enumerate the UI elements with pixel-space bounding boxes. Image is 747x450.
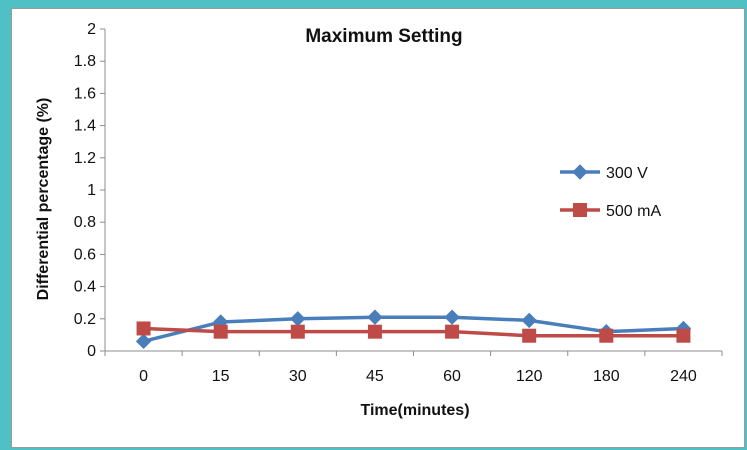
legend-swatch-marker	[573, 203, 587, 217]
y-tick-label: 2	[87, 21, 96, 38]
data-point	[290, 324, 305, 339]
line-chart: Maximum Setting Differential percentage …	[35, 21, 723, 419]
y-tick-label: 0	[87, 343, 96, 360]
data-point	[522, 328, 537, 343]
x-tick-label: 15	[212, 368, 230, 385]
data-point	[367, 309, 383, 325]
axes: 0 0.2 0.4 0.6 0.8 1 1.2 1.4 1.6 1.8 2 0 15 30 45 60 120 1…	[74, 21, 723, 385]
chart-frame: Maximum Setting Differential percentage …	[11, 8, 745, 448]
legend-item: 500 mA	[560, 203, 661, 220]
chart-title: Maximum Setting	[305, 26, 462, 47]
data-point	[676, 328, 691, 343]
x-tick-label: 0	[139, 368, 148, 385]
y-tick-label: 0.8	[74, 214, 96, 231]
series-line	[143, 315, 684, 344]
data-point	[290, 311, 306, 327]
y-tick-label: 1.2	[74, 150, 96, 167]
x-tick-label: 45	[366, 368, 384, 385]
series-layer	[135, 309, 692, 350]
legend: 300 V 500 mA	[560, 164, 661, 220]
y-tick-label: 1	[87, 182, 96, 199]
data-point	[213, 324, 228, 339]
data-point	[367, 324, 382, 339]
series-1	[135, 309, 692, 350]
x-axis-title: Time(minutes)	[360, 402, 469, 419]
data-point	[521, 312, 537, 329]
y-tick-label: 1.8	[74, 53, 96, 70]
legend-label: 500 mA	[606, 203, 661, 220]
x-tick-label: 240	[670, 368, 697, 385]
data-point	[445, 324, 460, 339]
x-tick-label: 180	[593, 368, 620, 385]
data-point	[444, 309, 460, 325]
y-tick-label: 0.2	[74, 311, 96, 328]
legend-swatch-marker	[572, 164, 588, 180]
series-2	[136, 321, 691, 343]
y-axis-title: Differential percentage (%)	[35, 98, 52, 301]
data-point	[599, 328, 614, 343]
legend-label: 300 V	[606, 165, 648, 182]
series-line	[143, 326, 684, 338]
x-tick-label: 60	[443, 368, 461, 385]
x-tick-label: 30	[289, 368, 307, 385]
data-point	[136, 321, 151, 336]
data-point	[135, 333, 152, 350]
legend-item: 300 V	[560, 164, 648, 182]
y-tick-label: 1.6	[74, 85, 96, 102]
y-tick-label: 1.4	[74, 118, 96, 135]
y-tick-label: 0.4	[74, 279, 96, 296]
x-tick-label: 120	[516, 368, 543, 385]
y-tick-label: 0.6	[74, 246, 96, 263]
